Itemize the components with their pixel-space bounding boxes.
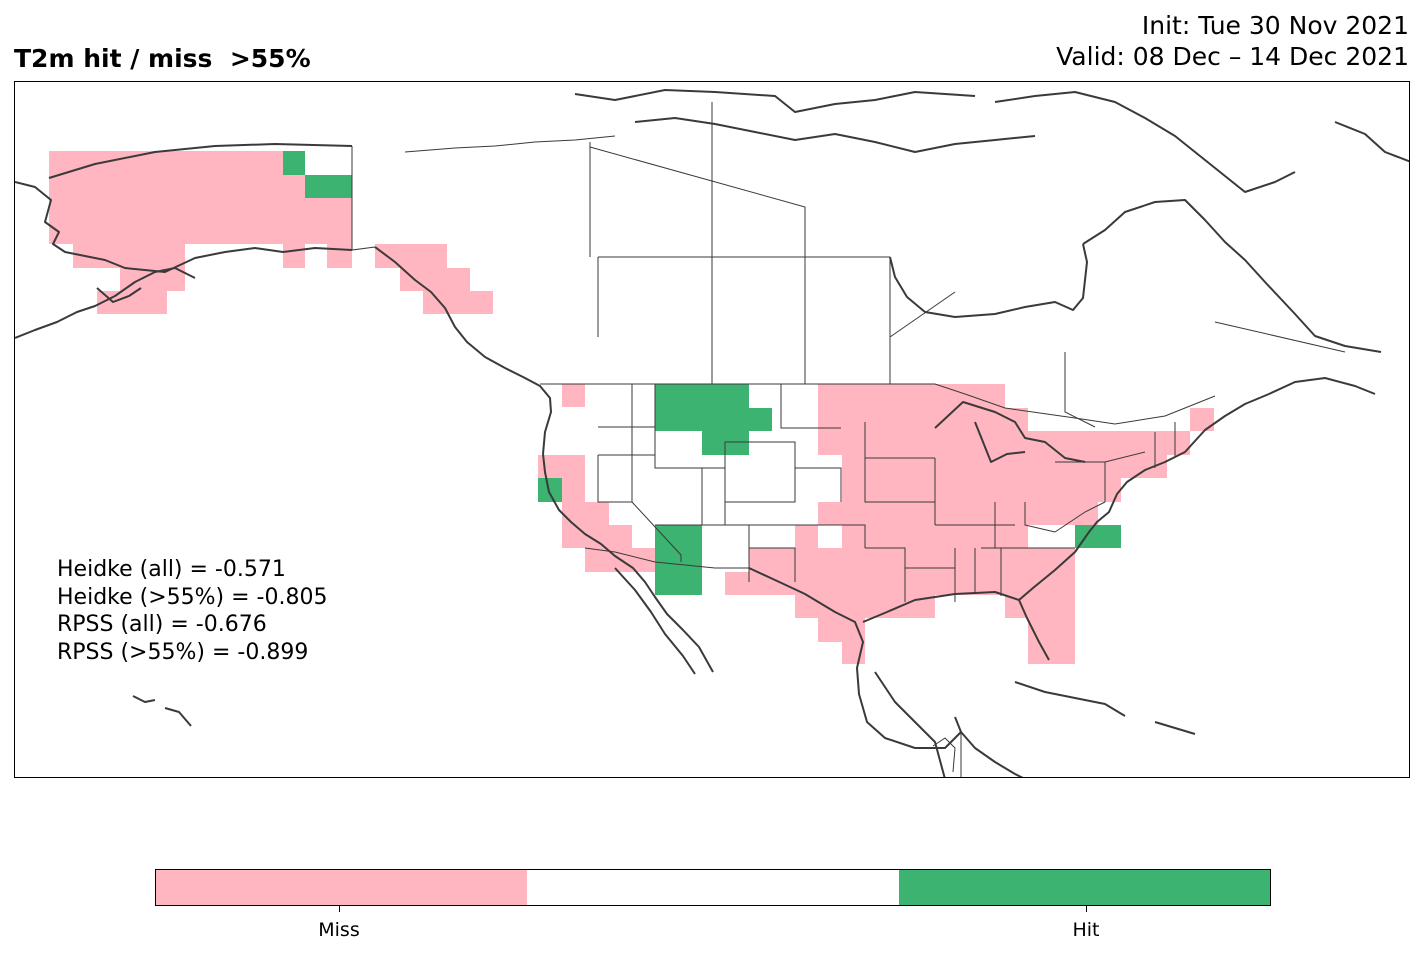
colorbar-tick-hit	[1086, 906, 1087, 912]
hit-cells	[283, 151, 1121, 595]
miss-region-wa	[562, 384, 585, 407]
valid-date: Valid: 08 Dec – 14 Dec 2021	[1056, 42, 1409, 71]
hit-cell-alaska-1	[283, 151, 305, 175]
miss-cells	[49, 151, 1214, 664]
hit-region-montana	[655, 384, 772, 455]
colorbar-tick-miss	[339, 906, 340, 912]
colorbar-label-hit: Hit	[1072, 919, 1100, 941]
hit-cell-north-carolina	[1075, 525, 1121, 548]
miss-region-alaska	[49, 151, 352, 314]
miss-region-east-us	[818, 384, 1214, 664]
init-date: Init: Tue 30 Nov 2021	[1141, 11, 1409, 40]
north-america-map	[15, 89, 1409, 777]
hit-cell-california	[538, 478, 562, 502]
map-panel	[14, 81, 1410, 778]
hit-cell-alaska-2	[305, 175, 352, 198]
map-title: T2m hit / miss >55%	[14, 44, 311, 73]
colorbar	[155, 869, 1271, 906]
skill-scores: Heidke (all) = -0.571 Heidke (>55%) = -0…	[57, 556, 327, 666]
hit-region-arizona	[655, 525, 702, 595]
rpss-all: RPSS (all) = -0.676	[57, 612, 267, 637]
date-info: Init: Tue 30 Nov 2021 Valid: 08 Dec – 14…	[1056, 10, 1409, 72]
coastlines	[15, 89, 1409, 777]
colorbar-label-miss: Miss	[318, 919, 360, 941]
rpss-55: RPSS (>55%) = -0.899	[57, 639, 309, 665]
miss-region-panhandle	[375, 244, 493, 314]
colorbar-neutral-segment	[527, 870, 899, 905]
political-borders	[351, 102, 1346, 777]
heidke-all: Heidke (all) = -0.571	[57, 557, 286, 582]
colorbar-hit-segment	[898, 870, 1270, 905]
miss-region-california	[538, 455, 656, 572]
colorbar-miss-segment	[156, 870, 528, 905]
heidke-55: Heidke (>55%) = -0.805	[57, 584, 328, 610]
miss-region-texas	[725, 455, 887, 664]
